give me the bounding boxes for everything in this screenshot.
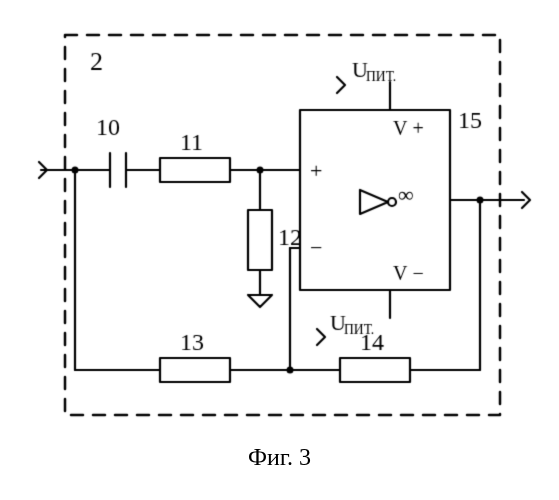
figure-caption: Фиг. 3 [0,445,559,472]
circuit-diagram [0,0,559,445]
